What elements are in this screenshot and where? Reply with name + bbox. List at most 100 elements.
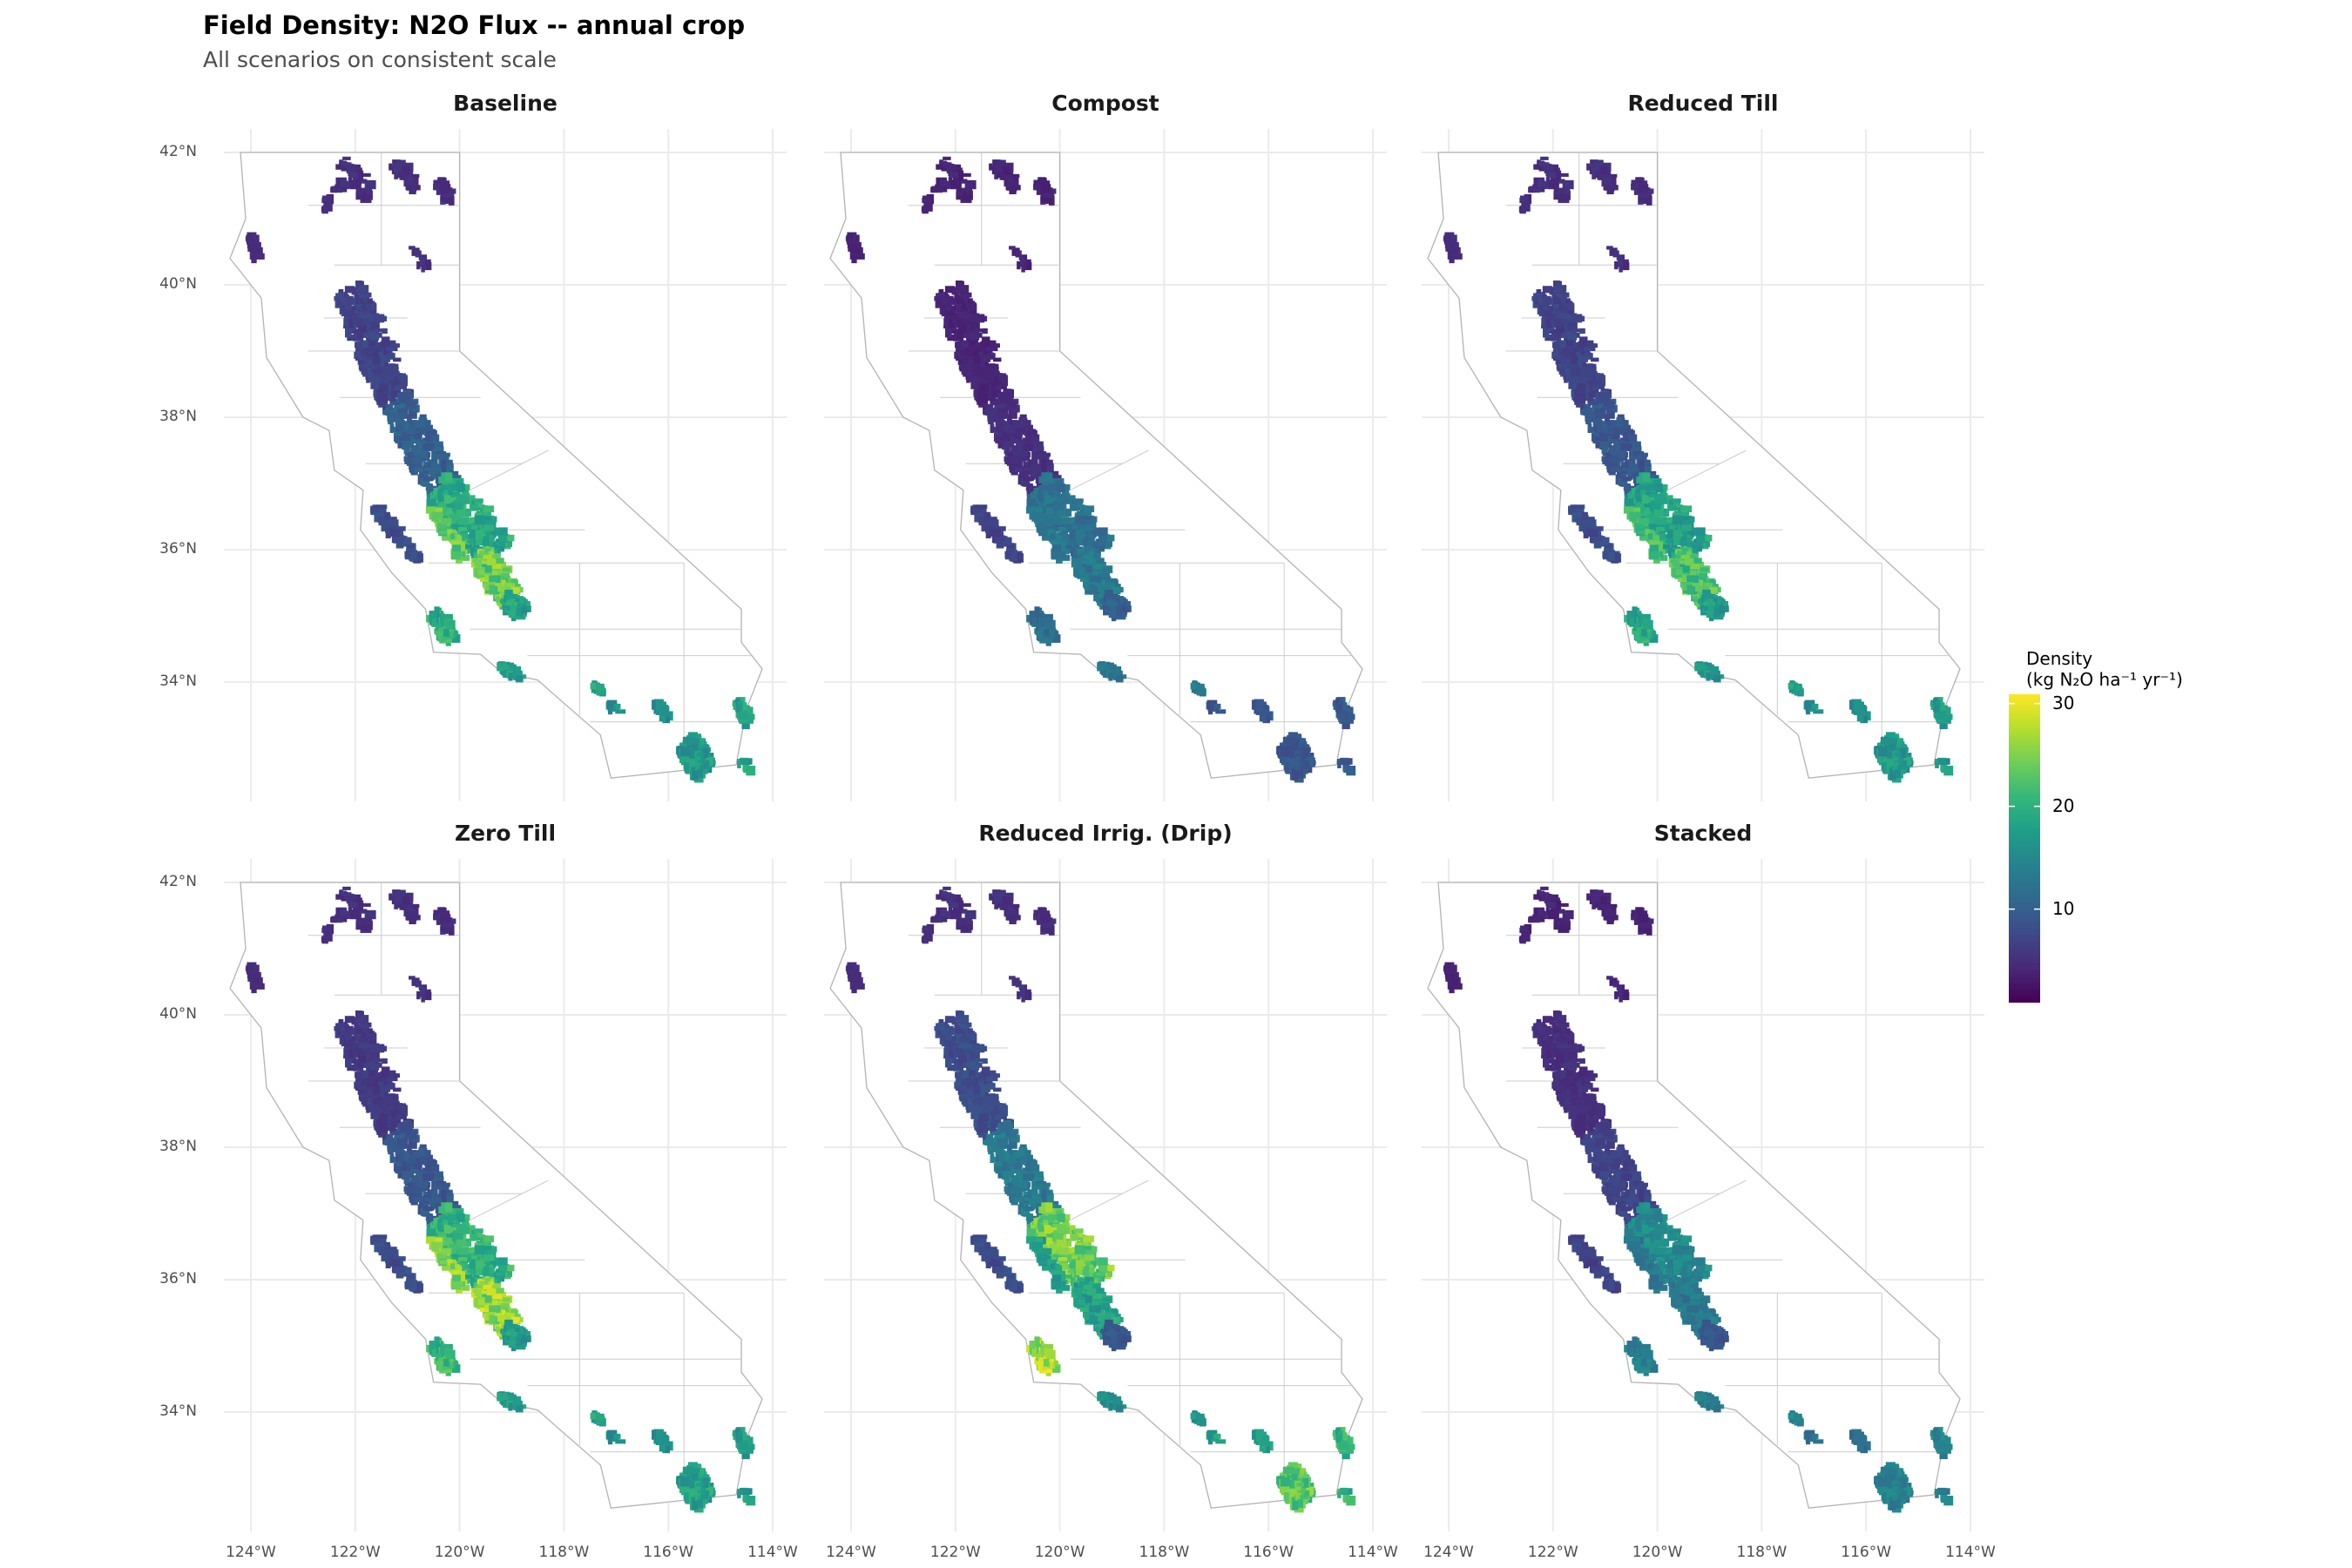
field-patch (409, 457, 422, 464)
field-patch (1718, 599, 1726, 604)
field-patch (1649, 540, 1659, 545)
field-patch (1079, 560, 1090, 567)
field-patch (323, 201, 333, 212)
field-patch (449, 533, 456, 540)
field-patch (409, 246, 416, 250)
field-patch (389, 423, 395, 434)
field-patch (433, 183, 441, 191)
field-patch (344, 328, 352, 338)
field-patch (397, 373, 407, 381)
field-patch (1575, 516, 1585, 524)
field-patch (950, 179, 960, 190)
field-patch (443, 495, 451, 504)
field-patch (1710, 607, 1721, 613)
field-patch (1624, 493, 1629, 501)
field-patch (1342, 764, 1350, 772)
field-patch (1643, 477, 1653, 486)
field-patch (1546, 171, 1557, 179)
field-patch (1680, 519, 1688, 528)
field-patch (362, 331, 370, 339)
field-patch (397, 436, 409, 442)
field-patch (988, 381, 997, 390)
field-patch (1560, 301, 1565, 311)
field-patch (470, 558, 476, 568)
field-patch (439, 530, 448, 535)
field-patch (367, 375, 377, 380)
field-patch (1025, 430, 1031, 442)
map-panel (824, 129, 1387, 801)
field-patch (1008, 409, 1017, 419)
field-patch (607, 706, 613, 715)
field-patch (433, 179, 438, 186)
field-patch (1645, 529, 1651, 536)
field-patch (413, 553, 422, 563)
field-patch (972, 345, 983, 353)
field-patch (446, 619, 456, 630)
field-patch (965, 303, 971, 308)
field-patch (1284, 757, 1295, 767)
field-patch (467, 539, 475, 544)
field-patch (1110, 670, 1117, 678)
field-patch (980, 357, 985, 368)
field-patch (442, 531, 453, 541)
field-patch (1009, 246, 1016, 250)
field-patch (470, 504, 478, 511)
field-patch (1636, 476, 1642, 483)
field-patch (443, 628, 449, 637)
field-patch (1018, 471, 1024, 482)
field-patch (997, 436, 1009, 442)
field-patch (1688, 553, 1699, 561)
field-patch (1108, 611, 1116, 618)
field-patch (1611, 553, 1620, 563)
field-patch (1088, 541, 1097, 552)
field-patch (1009, 551, 1017, 561)
field-patch (1071, 504, 1078, 511)
field-patch (1633, 446, 1642, 451)
field-patch (1026, 493, 1031, 501)
field-patch (393, 357, 402, 362)
field-patch (383, 341, 389, 351)
field-patch (1092, 527, 1101, 535)
field-patch (1620, 450, 1626, 459)
field-patch (361, 179, 368, 184)
field-patch (1612, 467, 1621, 473)
field-patch (395, 435, 399, 444)
field-patch (1582, 394, 1589, 399)
field-patch (930, 186, 938, 193)
field-patch (348, 319, 354, 328)
field-patch (421, 264, 425, 273)
field-patch (1602, 551, 1609, 558)
field-patch (387, 411, 395, 419)
field-patch (994, 385, 1002, 391)
field-patch (1037, 496, 1044, 503)
field-patch (1673, 538, 1680, 546)
field-patch (1280, 747, 1290, 757)
field-patch (990, 401, 1000, 406)
field-patch (1190, 682, 1197, 690)
field-patch (407, 178, 414, 185)
field-patch (402, 434, 408, 439)
field-patch (445, 465, 454, 472)
field-patch (437, 177, 446, 184)
field-patch (1578, 336, 1588, 347)
field-patch (1299, 743, 1303, 748)
field-patch (690, 737, 700, 745)
field-patch (1010, 461, 1014, 467)
field-patch (1640, 639, 1650, 643)
field-patch (365, 303, 371, 308)
field-patch (1596, 422, 1607, 433)
field-patch (951, 306, 956, 311)
field-patch (395, 173, 404, 179)
field-patch (1670, 525, 1675, 533)
field-patch (1066, 495, 1076, 504)
field-patch (1631, 455, 1640, 460)
field-patch (1031, 617, 1037, 627)
field-patch (1100, 562, 1106, 571)
field-patch (1804, 700, 1815, 710)
field-patch (703, 760, 710, 767)
field-patch (997, 407, 1008, 413)
field-patch (1110, 598, 1116, 606)
field-patch (385, 368, 397, 377)
field-patch (474, 559, 482, 567)
field-patch (1622, 424, 1631, 433)
